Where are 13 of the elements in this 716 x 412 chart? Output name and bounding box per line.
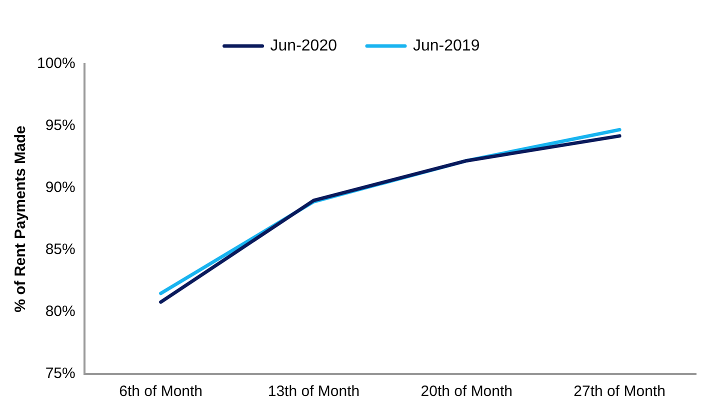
y-tick-label: 90% — [45, 179, 76, 196]
x-tick-label: 20th of Month — [420, 383, 513, 400]
legend-label: Jun-2020 — [270, 37, 338, 54]
y-tick-label: 85% — [45, 241, 76, 258]
x-tick-label: 13th of Month — [268, 383, 360, 400]
legend-label: Jun-2019 — [413, 37, 480, 54]
y-tick-label: 95% — [45, 117, 76, 134]
x-tick-label: 27th of Month — [574, 383, 666, 400]
y-tick-label: 80% — [45, 303, 76, 320]
y-tick-label: 75% — [45, 365, 76, 382]
y-tick-label: 100% — [36, 55, 76, 72]
y-axis-title: % of Rent Payments Made — [12, 126, 30, 312]
x-tick-label: 6th of Month — [119, 383, 203, 400]
